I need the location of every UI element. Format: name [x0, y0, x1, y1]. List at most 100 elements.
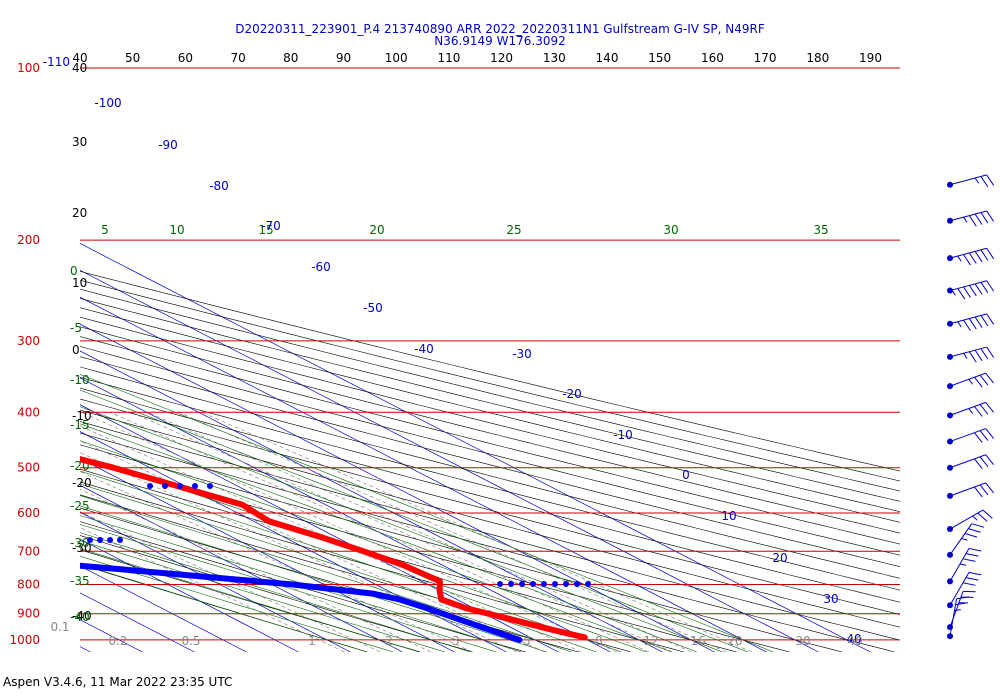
wind-barb-flag — [985, 454, 994, 465]
theta-e-label: 20 — [369, 223, 384, 237]
dewpoint-point — [530, 581, 536, 587]
wind-barb-flag — [957, 288, 966, 300]
wind-barb — [947, 482, 994, 499]
wind-barb-flag — [963, 286, 971, 298]
moist-adiabat — [80, 495, 572, 652]
wind-barb-flag — [968, 285, 977, 297]
isotherm-label: -10 — [613, 428, 633, 442]
wind-barb-staff — [949, 523, 973, 556]
theta-e-label: 25 — [506, 223, 521, 237]
wind-barb-flag — [980, 176, 989, 188]
mixing-ratio-line — [178, 412, 727, 652]
wind-barb — [947, 372, 994, 390]
mixing-ratio-line — [110, 412, 650, 652]
wind-barb-half-flag — [951, 289, 956, 296]
wind-barb-flag — [971, 523, 985, 528]
theta-label: 50 — [125, 51, 140, 65]
dry-adiabat — [80, 336, 900, 545]
pressure-label: 1000 — [9, 633, 40, 647]
dry-adiabat — [80, 535, 473, 652]
wind-barb-flag — [982, 509, 993, 519]
pressure-label: 600 — [17, 506, 40, 520]
wind-barb-flag — [979, 484, 989, 496]
wind-barb-flag — [985, 482, 994, 494]
isotherm-line — [80, 511, 351, 652]
dry-adiabat — [80, 326, 900, 534]
wind-barb-flag — [974, 251, 983, 263]
isotherm-line — [80, 243, 871, 652]
wind-barb-flag — [986, 346, 995, 358]
pressure-label-extra: -110 — [43, 55, 70, 69]
wind-barb-staff — [949, 210, 987, 222]
wind-barb-flag — [956, 596, 970, 600]
dry-adiabat — [80, 521, 526, 652]
wind-barb-flag — [980, 212, 989, 224]
isotherm-line — [80, 269, 819, 652]
dry-adiabat — [80, 468, 737, 652]
mixing-ratio-label: 0.1 — [50, 620, 69, 634]
wind-barb-flag — [974, 213, 983, 225]
chart-title-line1: D20220311_223901_P.4 213740890 ARR 2022_… — [235, 22, 765, 36]
dewpoint-point — [574, 581, 580, 587]
wind-barb-flag — [985, 402, 994, 413]
mixing-ratio-label: 3 — [452, 634, 460, 648]
wind-barb-flag — [986, 210, 995, 222]
moist-left-label: -25 — [70, 499, 90, 513]
mixing-ratio-label: 1 — [308, 634, 316, 648]
dewpoint-profile — [80, 562, 523, 643]
mixing-ratio-label: 2 — [385, 634, 393, 648]
wind-barb-staff — [949, 346, 987, 358]
mixing-ratio-label: 20 — [727, 634, 742, 648]
wind-barb-flag — [968, 528, 981, 533]
theta-e-label: 5 — [101, 223, 109, 237]
dry-adiabat — [80, 356, 900, 567]
left-scale-label: -20 — [72, 476, 92, 490]
wind-barb-staff — [949, 598, 958, 637]
wind-barb-flag — [974, 349, 983, 361]
theta-e-label: 10 — [169, 223, 184, 237]
isotherm-label: -90 — [158, 138, 178, 152]
isotherm-label: -30 — [512, 347, 532, 361]
pressure-label: 400 — [17, 405, 40, 419]
wind-barb-flag — [963, 254, 971, 266]
isotherm-label: -80 — [209, 179, 229, 193]
theta-e-label: 35 — [813, 223, 828, 237]
wind-barb-half-flag — [954, 609, 961, 612]
isotherm-label: 20 — [772, 551, 787, 565]
pressure-label: 900 — [17, 607, 40, 621]
wind-barb-staff — [949, 280, 987, 292]
moist-adiabat — [80, 470, 622, 652]
wind-barb — [947, 401, 994, 419]
isotherm-line — [80, 296, 767, 652]
moist-adiabat — [80, 563, 368, 652]
dry-adiabat — [80, 549, 421, 652]
footer-version: Aspen V3.4.6, 11 Mar 2022 23:35 UTC — [3, 675, 232, 689]
wind-barb-flag — [962, 558, 976, 562]
wind-barb — [947, 454, 994, 471]
wind-barb-flag — [974, 283, 983, 295]
wind-barb-flag — [985, 372, 994, 384]
dry-adiabat — [80, 298, 900, 502]
left-scale-label: 20 — [72, 206, 87, 220]
isobar-lines — [80, 67, 900, 641]
left-scale-label: 0 — [72, 343, 80, 357]
isotherm-label: -40 — [414, 342, 434, 356]
theta-label: 160 — [701, 51, 724, 65]
wind-barb-flag — [979, 456, 989, 468]
wind-barb-half-flag — [974, 177, 980, 184]
wind-barb-flag — [974, 458, 983, 470]
wind-barb-flag — [968, 215, 977, 227]
isotherm-line — [80, 431, 507, 652]
wind-barb-staff — [949, 509, 984, 530]
moist-left-label: -15 — [70, 418, 90, 432]
left-scale-label: -30 — [72, 541, 92, 555]
dry-adiabat — [80, 398, 900, 615]
wind-barb-flag — [986, 174, 995, 186]
wind-barb-half-flag — [959, 563, 967, 566]
wind-barb — [947, 313, 995, 331]
wind-barb — [947, 174, 995, 188]
wind-barb-flag — [968, 351, 977, 363]
moist-adiabat — [80, 423, 698, 652]
pressure-label: 200 — [17, 233, 40, 247]
